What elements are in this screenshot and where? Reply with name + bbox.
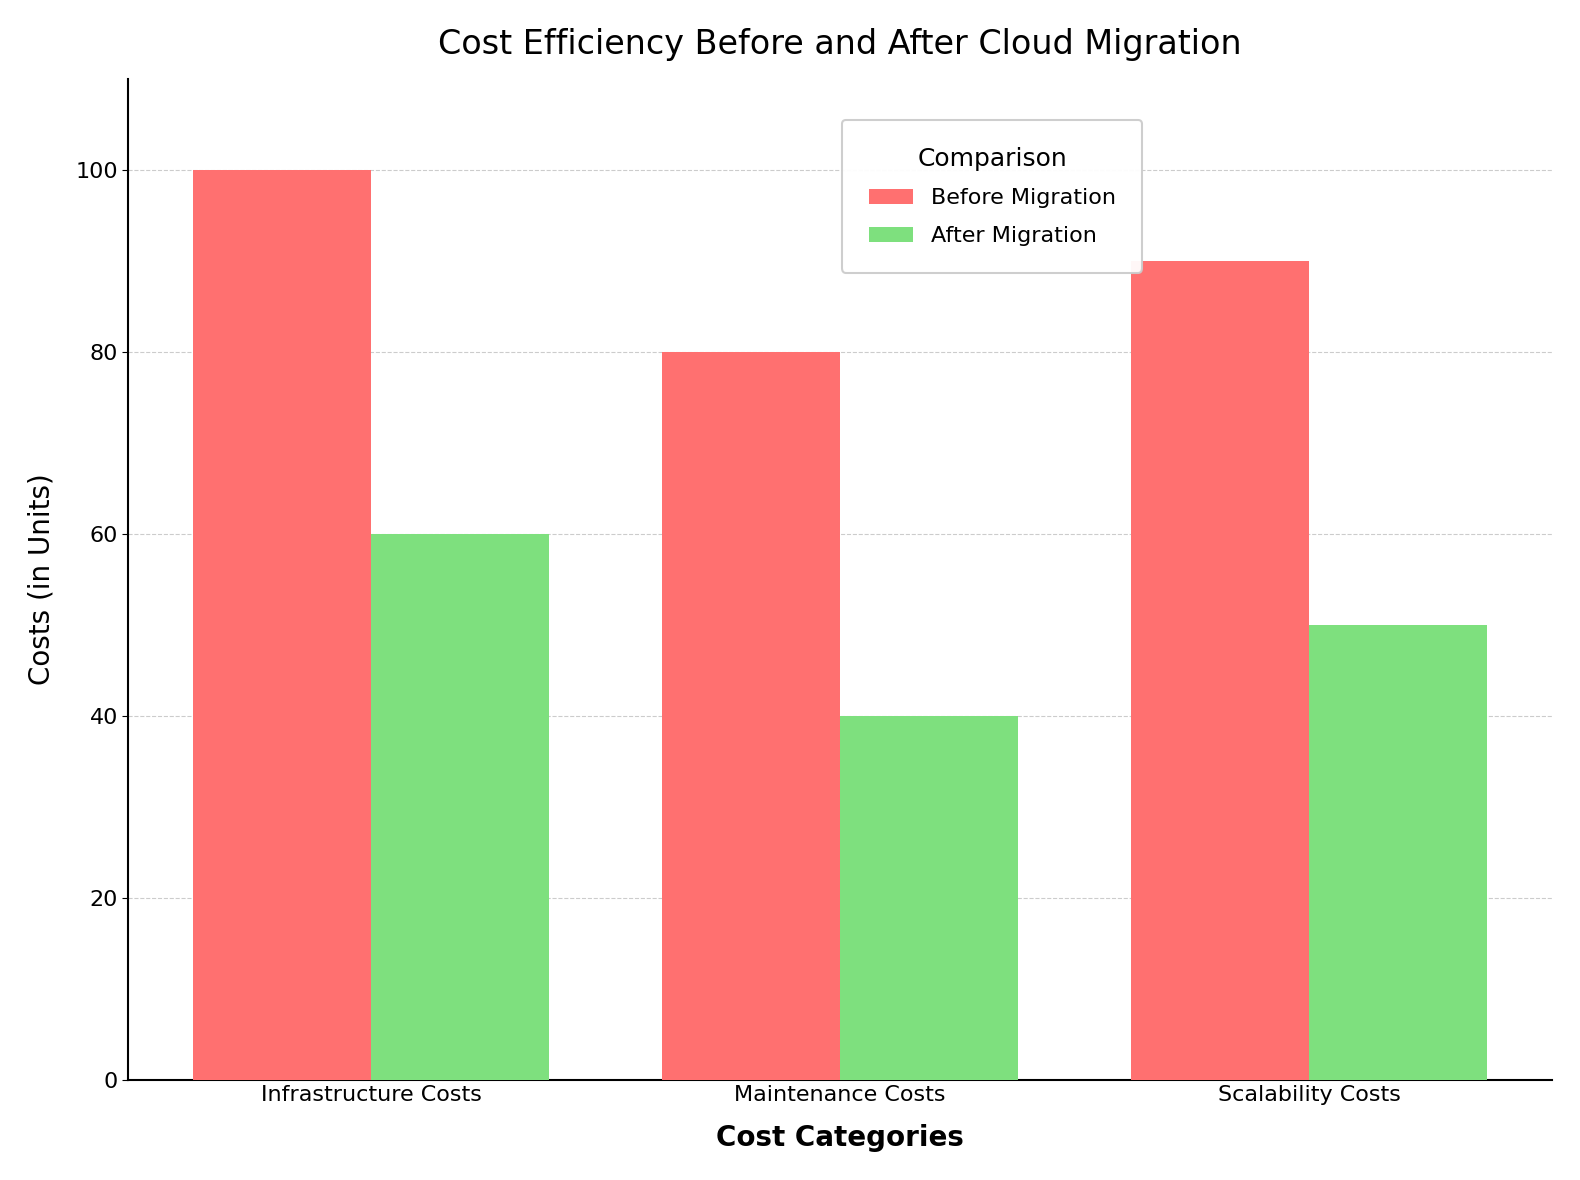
Bar <box>841 716 1019 1080</box>
Title: Cost Efficiency Before and After Cloud Migration: Cost Efficiency Before and After Cloud M… <box>438 28 1242 61</box>
Bar <box>1131 261 1310 1080</box>
X-axis label: Cost Categories: Cost Categories <box>716 1125 964 1152</box>
Bar <box>1310 625 1487 1080</box>
Bar <box>371 533 550 1080</box>
Bar <box>193 170 371 1080</box>
Bar <box>662 352 841 1080</box>
Legend: Before Migration, After Migration: Before Migration, After Migration <box>842 120 1142 273</box>
Y-axis label: Costs (in Units): Costs (in Units) <box>28 473 55 686</box>
